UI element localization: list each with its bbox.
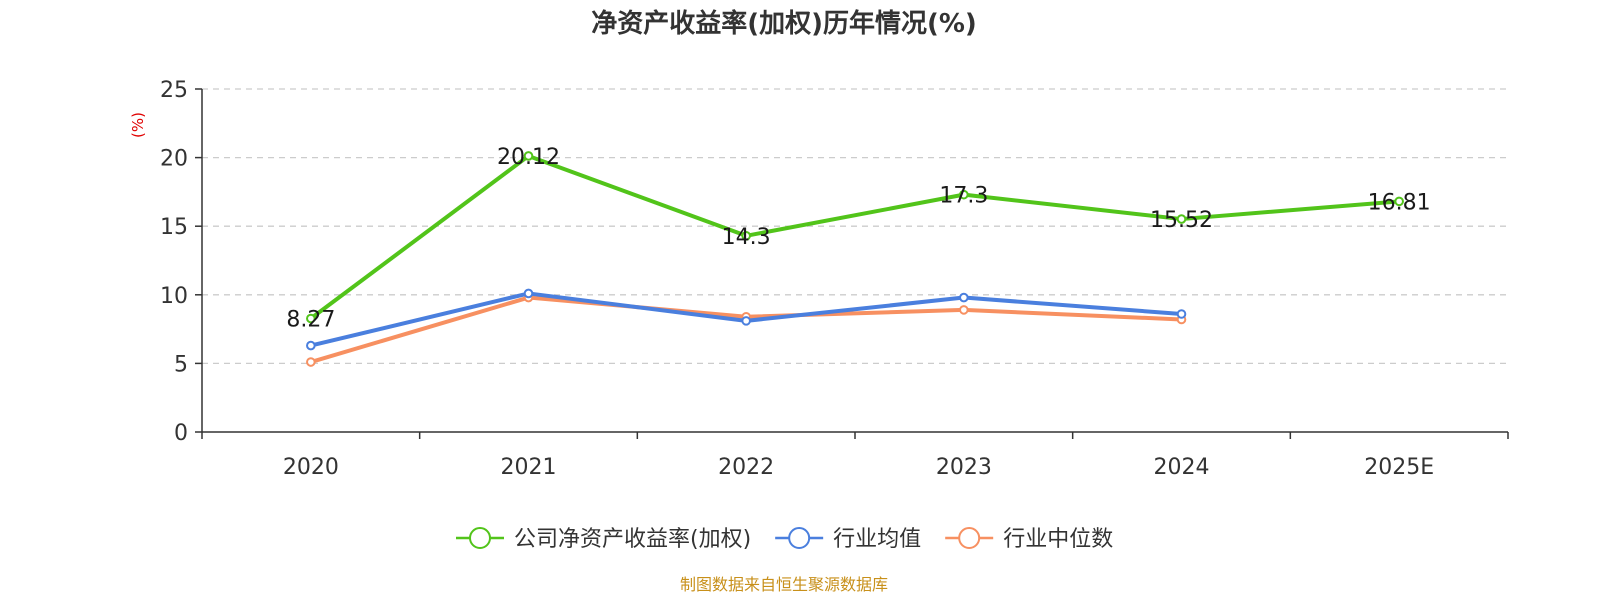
- legend-label: 行业中位数: [1003, 527, 1113, 552]
- data-label: 15.52: [1150, 208, 1213, 233]
- x-tick-label: 2022: [718, 455, 774, 480]
- data-point: [959, 292, 969, 303]
- legend-item-2[interactable]: 行业中位数: [945, 527, 1113, 552]
- data-point: [741, 316, 751, 326]
- data-point: [1176, 214, 1187, 224]
- series-0: [306, 151, 1404, 324]
- x-tick-labels: 2020 2021 2022 2023 2024 2025E: [283, 455, 1434, 480]
- x-tick-label: 2024: [1154, 455, 1210, 480]
- legend: 公司净资产收益率(加权) 行业均值 行业中位数: [456, 527, 1113, 552]
- data-point: [1394, 196, 1404, 207]
- data-point: [306, 313, 316, 324]
- series-line: [308, 153, 1402, 321]
- data-point: [1176, 309, 1187, 319]
- data-point: [959, 189, 969, 200]
- legend-item-1[interactable]: 行业均值: [775, 527, 921, 552]
- chart-title: 净资产收益率(加权)历年情况(%): [591, 8, 977, 39]
- y-tick-label: 5: [174, 352, 188, 377]
- data-point: [741, 231, 751, 241]
- x-tick-label: 2025E: [1364, 455, 1434, 480]
- gridlines: [202, 88, 1508, 365]
- data-point: [306, 357, 316, 367]
- y-tick-labels: 0 5 10 15 20 25: [160, 78, 188, 446]
- data-label: 20.12: [497, 145, 560, 170]
- data-point: [523, 288, 534, 299]
- legend-label: 公司净资产收益率(加权): [514, 527, 751, 552]
- y-tick-label: 10: [160, 284, 188, 309]
- series-line: [308, 295, 1184, 365]
- data-label: 16.81: [1368, 190, 1431, 215]
- data-label: 17.3: [939, 184, 988, 209]
- data-label: 14.3: [722, 225, 771, 250]
- series-1: [306, 288, 1187, 351]
- y-tick-label: 15: [160, 215, 188, 240]
- legend-marker-icon: [788, 527, 811, 549]
- data-point: [306, 340, 316, 351]
- legend-item-0[interactable]: 公司净资产收益率(加权): [456, 527, 751, 552]
- data-point: [959, 305, 969, 315]
- x-tick-label: 2020: [283, 455, 339, 480]
- data-label: 8.27: [286, 308, 335, 333]
- data-point: [523, 151, 534, 161]
- axes: [195, 88, 1509, 439]
- data-labels: 8.27 20.12 14.3 17.3 15.52 16.81: [286, 145, 1430, 333]
- source-note: 制图数据来自恒生聚源数据库: [680, 575, 888, 594]
- y-axis-unit: (%): [129, 112, 147, 138]
- x-tick-label: 2021: [501, 455, 557, 480]
- x-tick-label: 2023: [936, 455, 992, 480]
- legend-marker-icon: [469, 527, 491, 549]
- legend-label: 行业均值: [833, 527, 921, 552]
- series-layer: [306, 151, 1404, 367]
- y-tick-label: 0: [174, 421, 188, 446]
- legend-marker-icon: [958, 527, 981, 549]
- y-tick-label: 25: [160, 78, 188, 103]
- y-tick-label: 20: [160, 147, 188, 172]
